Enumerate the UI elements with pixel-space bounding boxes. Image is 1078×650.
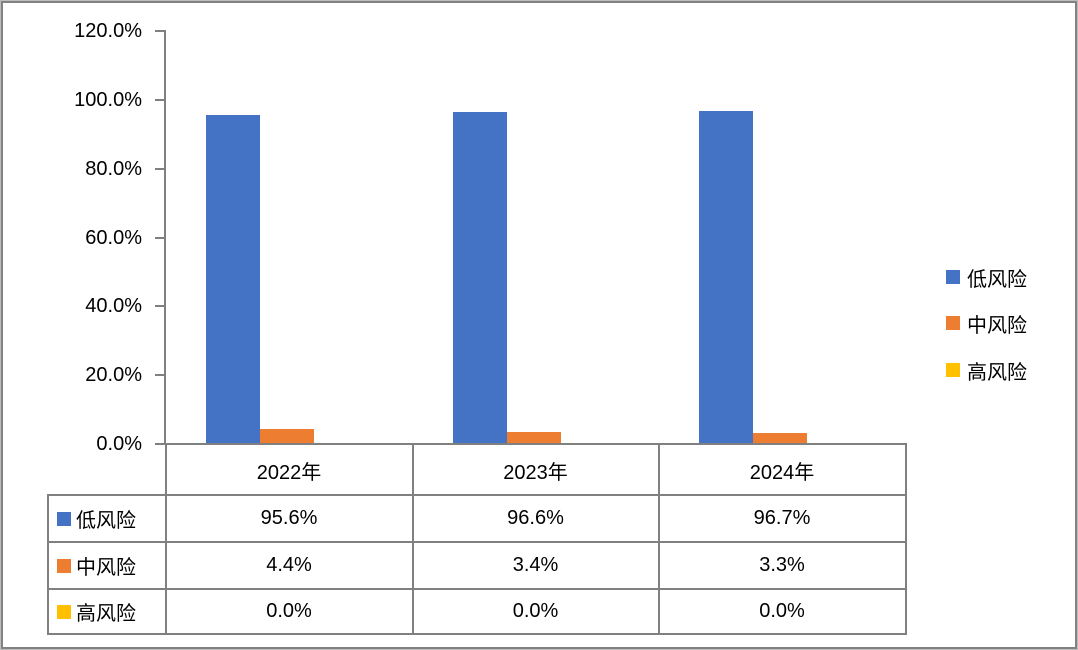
table-grid-line-h — [47, 588, 907, 590]
series-swatch-icon — [57, 604, 71, 619]
y-axis-label: 0.0% — [96, 433, 142, 455]
category-label: 2022年 — [256, 461, 322, 484]
y-axis-label: 60.0% — [85, 227, 142, 249]
legend-item: 高风险 — [946, 356, 1027, 384]
series-swatch-icon — [57, 511, 71, 526]
table-grid-line-h — [47, 633, 907, 635]
table-grid-line-v — [47, 494, 49, 635]
row-label: 中风险 — [76, 557, 136, 579]
y-axis-label: 100.0% — [74, 89, 142, 111]
bar-低风险 — [453, 112, 507, 444]
value-cell: 0.0% — [759, 600, 805, 622]
legend-item: 中风险 — [946, 309, 1027, 337]
value-cell: 0.0% — [512, 600, 559, 622]
legend-label: 低风险 — [967, 268, 1027, 291]
table-grid-line-v — [412, 444, 414, 635]
value-cell: 0.0% — [266, 600, 312, 622]
legend-label: 中风险 — [967, 314, 1027, 337]
legend-swatch-icon — [946, 316, 960, 330]
value-cell: 3.3% — [759, 554, 805, 576]
legend-swatch-icon — [946, 270, 960, 284]
bar-低风险 — [206, 115, 260, 444]
table-grid-line-v — [905, 444, 907, 635]
table-grid-line-h — [47, 494, 907, 496]
value-cell: 96.6% — [507, 507, 564, 529]
bar-中风险 — [753, 433, 807, 444]
bar-中风险 — [260, 429, 314, 444]
value-cell: 3.4% — [512, 554, 559, 576]
value-cell: 4.4% — [266, 554, 312, 576]
bar-低风险 — [699, 111, 753, 444]
table-grid-line-v — [165, 444, 167, 635]
y-axis-tick — [155, 30, 166, 32]
y-axis-label: 80.0% — [85, 158, 142, 180]
row-label: 低风险 — [76, 510, 136, 532]
y-axis-label: 40.0% — [85, 295, 142, 317]
row-label: 高风险 — [76, 603, 136, 625]
y-axis-tick — [155, 237, 166, 239]
row-label-cell: 中风险 — [49, 543, 166, 588]
row-label-cell: 高风险 — [49, 590, 166, 633]
category-label: 2024年 — [749, 461, 815, 484]
legend-item: 低风险 — [946, 263, 1027, 291]
x-axis-line — [155, 443, 907, 445]
table-grid-line-h — [47, 541, 907, 543]
value-cell: 95.6% — [260, 507, 318, 529]
y-axis-tick — [155, 99, 166, 101]
value-cell: 96.7% — [753, 507, 811, 529]
row-label-cell: 低风险 — [49, 496, 166, 541]
bar-中风险 — [507, 432, 561, 444]
category-label: 2023年 — [503, 461, 568, 484]
legend-swatch-icon — [946, 363, 960, 377]
y-axis-tick — [155, 374, 166, 376]
legend-label: 高风险 — [967, 361, 1027, 384]
y-axis-tick — [155, 305, 166, 307]
y-axis-label: 20.0% — [85, 364, 142, 386]
series-swatch-icon — [57, 558, 71, 573]
y-axis-label: 120.0% — [74, 20, 142, 42]
y-axis-tick — [155, 168, 166, 170]
table-grid-line-v — [658, 444, 660, 635]
